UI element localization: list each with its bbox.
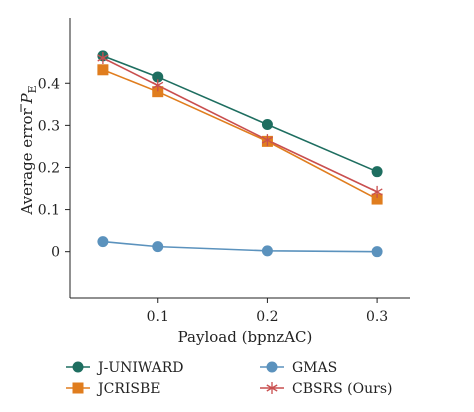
series-line-4	[102, 57, 378, 193]
star-stroke	[97, 54, 109, 62]
data-point	[97, 52, 109, 64]
x-tick-label: 0.1	[147, 309, 169, 325]
series-line-1	[102, 55, 378, 173]
legend-item: J-UNIWARD	[66, 360, 184, 376]
data-point	[261, 134, 273, 147]
y-tick-label: 0.4	[38, 76, 60, 92]
legend-marker	[72, 382, 84, 394]
y-axis-title: Average error PE	[18, 85, 39, 215]
star-stroke	[152, 81, 164, 89]
legend-label: J-UNIWARD	[96, 360, 184, 376]
legend-marker	[266, 361, 278, 373]
legend-item: JCRISBE	[66, 381, 161, 397]
legend-item: GMAS	[260, 360, 337, 376]
data-point	[371, 166, 383, 178]
data-point	[261, 119, 273, 131]
data-point	[261, 245, 273, 257]
series-line-2	[102, 69, 378, 200]
data-point	[97, 236, 109, 248]
y-tick-label: 0.1	[38, 203, 60, 219]
data-point	[152, 241, 164, 253]
data-point	[97, 64, 109, 76]
star-stroke	[371, 188, 383, 196]
x-axis-title: Payload (bpnzAC)	[178, 328, 313, 346]
star-stroke	[266, 384, 278, 392]
data-point	[371, 185, 383, 198]
data-point	[152, 86, 164, 98]
ticks: 0 0.1 0.2 0.3 0.4 0.1 0.2 0.3	[38, 76, 388, 325]
y-tick-label: 0.2	[38, 160, 60, 176]
y-tick-label: 0.3	[38, 118, 60, 134]
star-stroke	[261, 136, 273, 144]
legend-label: CBSRS (Ours)	[292, 381, 392, 397]
y-axis-title-symbol: P	[18, 93, 36, 105]
legend-label: JCRISBE	[96, 381, 161, 397]
series-lines	[102, 55, 378, 253]
y-axis-title-subscript: E	[26, 85, 39, 93]
legend-item: CBSRS (Ours)	[260, 381, 392, 397]
x-tick-label: 0.2	[256, 309, 278, 325]
data-point	[152, 71, 164, 83]
x-tick-label: 0.3	[366, 309, 388, 325]
data-point	[371, 246, 383, 258]
legend-label: GMAS	[292, 360, 337, 376]
legend: J-UNIWARD GMAS JCRISBE CBSRS (Ours)	[66, 360, 392, 397]
y-axis-title-prefix: Average error	[18, 104, 36, 216]
legend-marker	[72, 361, 84, 373]
series-line-3	[102, 240, 378, 253]
data-point	[371, 193, 383, 205]
data-point	[152, 79, 164, 92]
legend-marker	[266, 382, 278, 394]
y-tick-label: 0	[51, 245, 60, 261]
series-markers	[97, 50, 383, 258]
axes	[69, 18, 410, 299]
